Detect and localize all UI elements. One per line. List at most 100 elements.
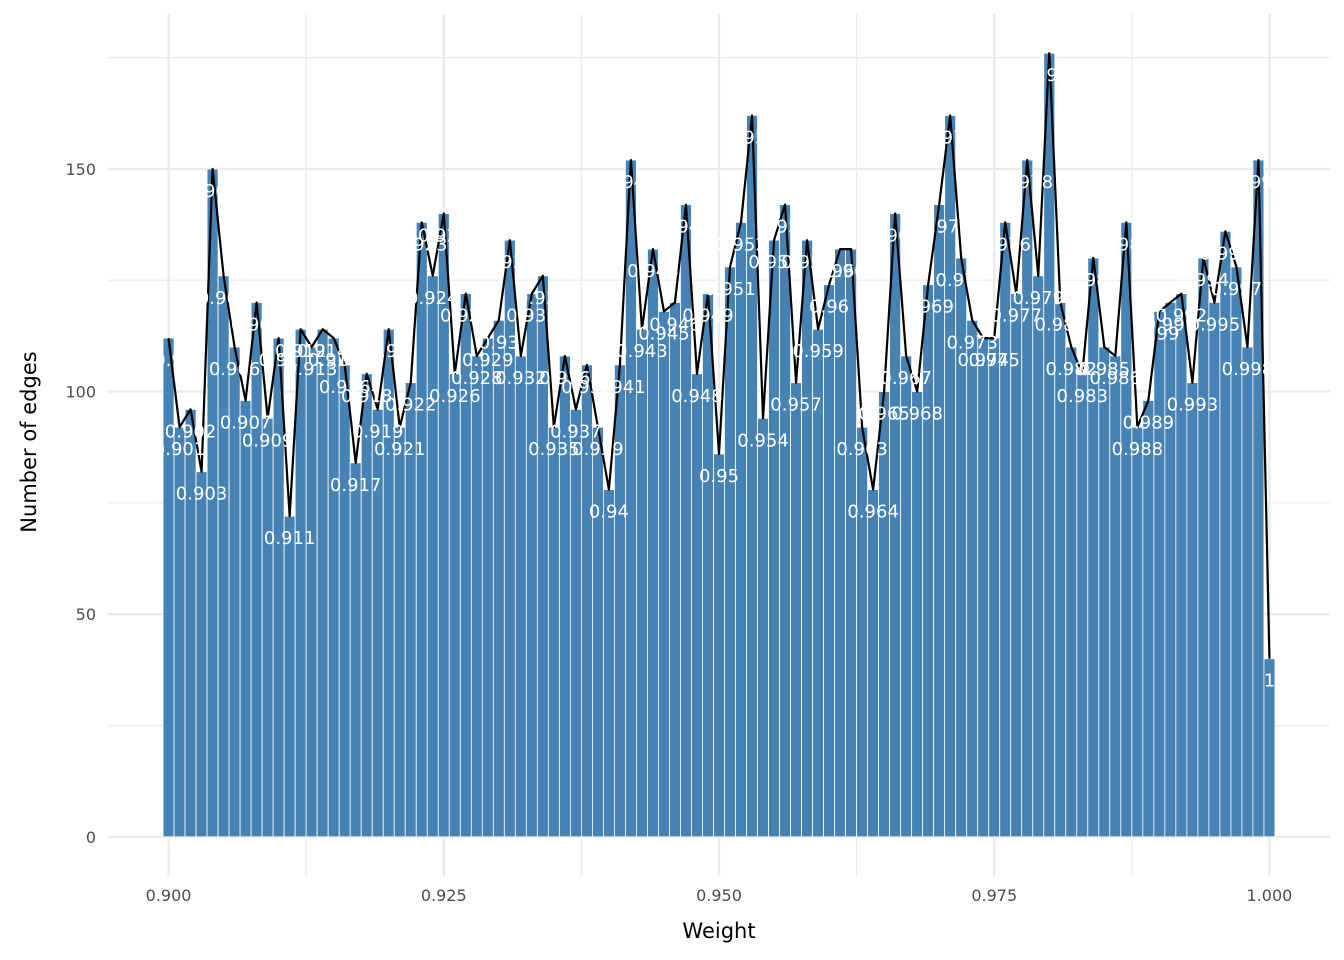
bar-label: 0.927: [440, 306, 492, 327]
y-axis-ticks: 0 50 100 150: [65, 160, 96, 847]
bar-label: 0.956: [759, 217, 811, 238]
bar: [1054, 302, 1067, 838]
bar-label: 0.931: [484, 252, 536, 273]
bar-label: 0.938: [561, 377, 613, 398]
bar-label: 0.921: [374, 439, 426, 460]
bar: [1065, 346, 1078, 838]
bar: [801, 239, 813, 838]
y-tick-label: 100: [65, 383, 96, 402]
bar-label: 0.913: [286, 359, 338, 380]
bar-label: 0.955: [748, 252, 800, 273]
bar-label: 0.91: [259, 350, 299, 371]
bar: [547, 426, 560, 838]
bar-label: 0.983: [1057, 386, 1109, 407]
bar-label: 0.982: [1046, 359, 1098, 380]
bar: [966, 319, 979, 838]
bar-label: 0.999: [1233, 172, 1285, 193]
bar-label: 0.987: [1101, 234, 1153, 255]
bar-label: 0.916: [319, 377, 371, 398]
bar-label: 0.917: [330, 475, 382, 496]
bar: [713, 453, 725, 838]
bar: [1252, 159, 1265, 838]
bar: [492, 319, 505, 838]
bar: [1241, 346, 1254, 838]
bar: [239, 400, 252, 838]
y-axis-title: Number of edges: [17, 351, 41, 532]
bar: [911, 391, 924, 838]
bar: [757, 417, 769, 838]
x-axis-title: Weight: [682, 919, 755, 943]
bar: [823, 284, 835, 838]
bar-label: 0.943: [616, 341, 668, 362]
bar: [636, 328, 648, 838]
bar: [1131, 426, 1144, 838]
bar: [481, 337, 494, 838]
bar-label: 0.971: [924, 128, 976, 149]
bar: [724, 266, 736, 838]
bar-label: 0.957: [770, 395, 822, 416]
bar-label: 0.908: [231, 315, 283, 336]
bar-label: 0.911: [264, 528, 316, 549]
bar-label: 0.988: [1112, 439, 1164, 460]
bar-label: 0.95: [699, 466, 739, 487]
bar-label: 0.945: [638, 323, 690, 344]
bar: [1021, 159, 1034, 838]
bar-label: 0.935: [528, 439, 580, 460]
y-tick-label: 0: [86, 828, 96, 847]
bar-label: 0.923: [396, 234, 448, 255]
bar-label: 0.904: [187, 181, 239, 202]
bar-label: 0.92: [369, 341, 409, 362]
bar-label: 0.984: [1068, 270, 1120, 291]
bar: [867, 489, 880, 838]
bar: [845, 248, 858, 838]
bar-label: 0.966: [869, 225, 921, 246]
bar: [977, 337, 990, 838]
bar: [514, 355, 527, 838]
bar-label: 0.918: [341, 386, 393, 407]
bar: [1197, 257, 1210, 838]
bar-label: 0.9: [154, 350, 183, 371]
bar-label: 0.962: [825, 261, 877, 282]
bar: [1175, 293, 1188, 838]
bar: [1010, 293, 1023, 838]
bar-label: 0.968: [891, 404, 943, 425]
bar: [371, 408, 384, 838]
bar: [338, 364, 351, 838]
bar-label: 0.964: [847, 502, 899, 523]
bar-label: 0.909: [242, 430, 294, 451]
bar-label: 0.963: [836, 439, 888, 460]
bar: [569, 408, 582, 838]
bar-label: 0.907: [220, 412, 272, 433]
bar-label: 0.932: [495, 368, 547, 389]
bar-label: 0.941: [594, 377, 646, 398]
bar: [680, 204, 692, 838]
bar: [1076, 373, 1089, 838]
x-tick-label: 0.925: [421, 886, 467, 905]
bar: [184, 408, 197, 838]
bar: [834, 248, 847, 838]
bar-label: 0.992: [1156, 306, 1208, 327]
bar-label: 0.924: [407, 288, 459, 309]
bar-label: 0.942: [605, 172, 657, 193]
bar: [1208, 302, 1221, 838]
bar-label: 0.99: [1139, 323, 1179, 344]
bar-label: 0.915: [308, 350, 360, 371]
bar-label: 0.979: [1012, 288, 1064, 309]
bar: [1109, 355, 1122, 838]
bar-label: 0.948: [671, 386, 723, 407]
bar-label: 0.96: [809, 297, 849, 318]
bar-label: 0.94: [589, 502, 629, 523]
bar-label: 0.973: [946, 332, 998, 353]
bar: [448, 373, 461, 838]
bar-label: 0.997: [1211, 279, 1263, 300]
bar-label: 0.993: [1167, 395, 1219, 416]
bar: [426, 275, 439, 838]
bar: [1032, 275, 1045, 838]
bar-label: 0.93: [479, 332, 519, 353]
bar-label: 0.914: [297, 341, 349, 362]
bar: [415, 221, 428, 838]
bar-label: 0.926: [429, 386, 481, 407]
bar-label: 0.981: [1035, 315, 1087, 336]
frequency-line: [167, 52, 1271, 659]
bar-label: 0.995: [1189, 315, 1241, 336]
